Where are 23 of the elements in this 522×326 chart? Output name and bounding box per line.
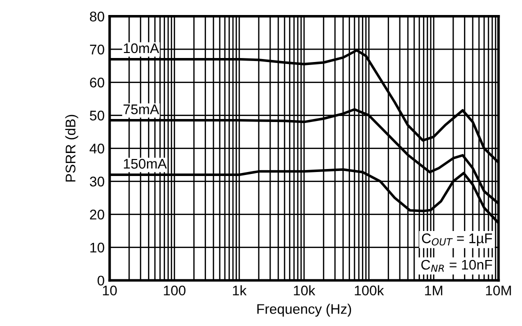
y-tick-label: 50 (90, 110, 104, 120)
y-tick-label: 0 (98, 276, 104, 286)
y-tick-label: 70 (90, 44, 104, 54)
series-label: 150mA (124, 158, 167, 169)
x-tick-label: 10k (294, 285, 316, 296)
y-tick-label: 30 (90, 176, 104, 187)
annotation: C$_{OUT}$ = 1µF (422, 233, 492, 246)
x-tick-label: 1M (425, 286, 442, 296)
x-tick-label: 1k (232, 285, 247, 296)
y-tick-label: 60 (90, 78, 104, 88)
y-tick-label: 20 (90, 210, 104, 220)
x-axis-title: Frequency (Hz) (257, 304, 352, 317)
y-axis-title: PSRR (dB) (65, 114, 78, 182)
x-tick-label: 10M (486, 286, 511, 296)
series-label: 75mA (124, 104, 160, 114)
x-tick-label: 100 (164, 286, 186, 296)
x-tick-label: 10 (102, 286, 117, 296)
y-tick-label: 40 (90, 144, 104, 154)
y-tick-label: 80 (90, 12, 104, 22)
x-tick-label: 100k (354, 285, 384, 296)
series-label: 10mA (124, 43, 160, 54)
annotation: C$_{NR}$ = 10nF (421, 260, 492, 272)
y-tick-label: 10 (90, 242, 104, 253)
